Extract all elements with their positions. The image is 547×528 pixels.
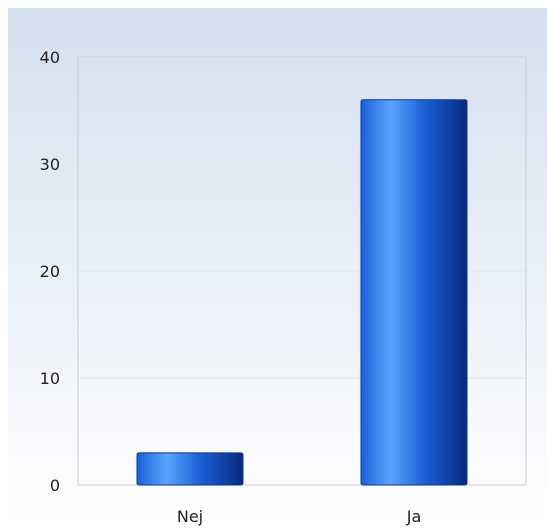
x-tick-label-ja: Ja bbox=[406, 507, 422, 526]
bars bbox=[136, 99, 468, 486]
y-tick-label: 20 bbox=[40, 262, 60, 281]
x-tick-label-nej: Nej bbox=[177, 507, 203, 526]
x-axis-tick-labels: Nej Ja bbox=[177, 507, 421, 526]
y-tick-label: 0 bbox=[50, 476, 60, 495]
y-tick-label: 10 bbox=[40, 369, 60, 388]
bar-nej bbox=[136, 452, 244, 486]
y-tick-label: 30 bbox=[40, 155, 60, 174]
plot-area-border bbox=[77, 56, 527, 486]
bar-ja bbox=[360, 99, 468, 486]
y-axis-tick-labels: 0 10 20 30 40 bbox=[40, 48, 60, 495]
y-tick-label: 40 bbox=[40, 48, 60, 67]
